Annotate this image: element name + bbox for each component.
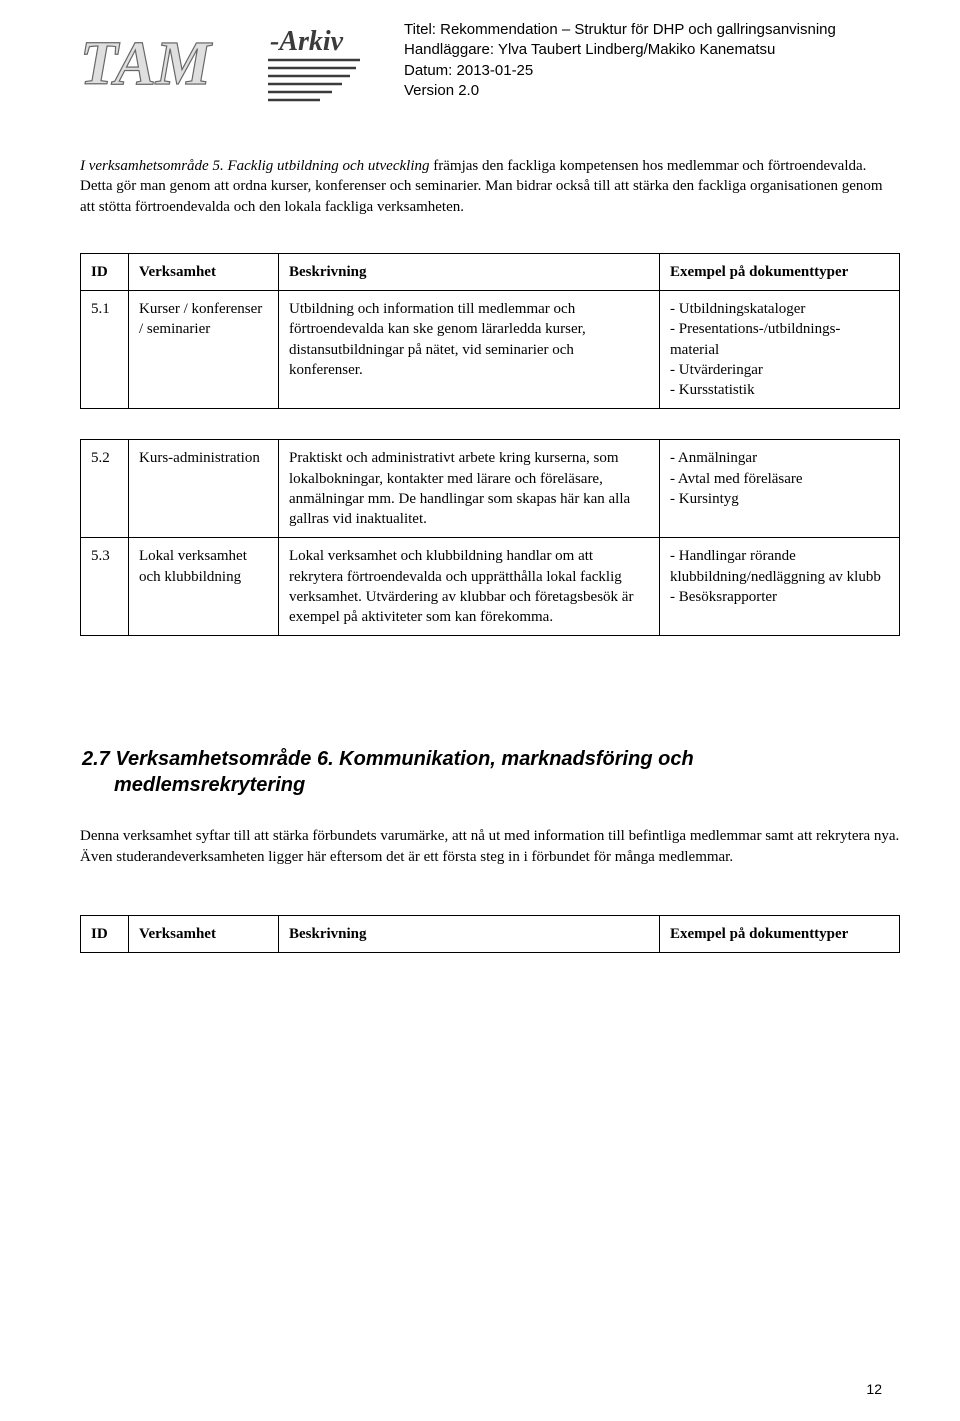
cell-beskrivning: Lokal verksamhet och klubbildning handla… bbox=[279, 538, 660, 636]
table-row: 5.1Kurser / konferenser / seminarierUtbi… bbox=[81, 291, 900, 409]
cell-id: 5.1 bbox=[81, 291, 129, 409]
cell-id: 5.2 bbox=[81, 440, 129, 538]
page-number: 12 bbox=[866, 1381, 882, 1397]
cell-exempel: - Utbildningskataloger - Presentations-/… bbox=[660, 291, 900, 409]
cell-beskrivning: Praktiskt och administrativt arbete krin… bbox=[279, 440, 660, 538]
tam-arkiv-logo: TAM TAM -Arkiv bbox=[80, 18, 380, 118]
meta-handler: Handläggare: Ylva Taubert Lindberg/Makik… bbox=[404, 40, 836, 60]
th-beskrivning: Beskrivning bbox=[279, 253, 660, 290]
cell-verksamhet: Kurser / konferenser / seminarier bbox=[129, 291, 279, 409]
document-meta: Titel: Rekommendation – Struktur för DHP… bbox=[404, 18, 836, 101]
page-header: TAM TAM -Arkiv Titel: Rekommendation – S… bbox=[80, 18, 900, 118]
th-exempel: Exempel på dokumenttyper bbox=[660, 253, 900, 290]
table-header-row: ID Verksamhet Beskrivning Exempel på dok… bbox=[81, 253, 900, 290]
table-6-header-only: ID Verksamhet Beskrivning Exempel på dok… bbox=[80, 915, 900, 953]
table-header-row: ID Verksamhet Beskrivning Exempel på dok… bbox=[81, 915, 900, 952]
meta-title: Titel: Rekommendation – Struktur för DHP… bbox=[404, 20, 836, 40]
cell-verksamhet: Lokal verksamhet och klubbildning bbox=[129, 538, 279, 636]
table-row: 5.2Kurs-administrationPraktiskt och admi… bbox=[81, 440, 900, 538]
th-beskrivning: Beskrivning bbox=[279, 915, 660, 952]
cell-beskrivning: Utbildning och information till medlemma… bbox=[279, 291, 660, 409]
heading-line1: 2.7 Verksamhetsområde 6. Kommunikation, … bbox=[82, 748, 694, 770]
th-verksamhet: Verksamhet bbox=[129, 915, 279, 952]
table-5-2-5-3: 5.2Kurs-administrationPraktiskt och admi… bbox=[80, 439, 900, 636]
intro-paragraph: I verksamhetsområde 5. Facklig utbildnin… bbox=[80, 156, 900, 217]
th-id: ID bbox=[81, 253, 129, 290]
cell-id: 5.3 bbox=[81, 538, 129, 636]
cell-exempel: - Handlingar rörande klubbildning/nedläg… bbox=[660, 538, 900, 636]
section-2-7-intro: Denna verksamhet syftar till att stärka … bbox=[80, 826, 900, 867]
section-heading-2-7: 2.7 Verksamhetsområde 6. Kommunikation, … bbox=[80, 746, 900, 798]
heading-line2: medlemsrekrytering bbox=[82, 772, 900, 798]
th-id: ID bbox=[81, 915, 129, 952]
cell-verksamhet: Kurs-administration bbox=[129, 440, 279, 538]
meta-date: Datum: 2013-01-25 bbox=[404, 61, 836, 81]
th-exempel: Exempel på dokumenttyper bbox=[660, 915, 900, 952]
intro-lead: I verksamhetsområde 5. Facklig utbildnin… bbox=[80, 158, 430, 174]
cell-exempel: - Anmälningar - Avtal med föreläsare - K… bbox=[660, 440, 900, 538]
svg-text:-Arkiv: -Arkiv bbox=[270, 26, 344, 57]
meta-version: Version 2.0 bbox=[404, 81, 836, 101]
svg-text:TAM: TAM bbox=[80, 30, 213, 98]
th-verksamhet: Verksamhet bbox=[129, 253, 279, 290]
table-5-1: ID Verksamhet Beskrivning Exempel på dok… bbox=[80, 253, 900, 410]
table-row: 5.3Lokal verksamhet och klubbildningLoka… bbox=[81, 538, 900, 636]
